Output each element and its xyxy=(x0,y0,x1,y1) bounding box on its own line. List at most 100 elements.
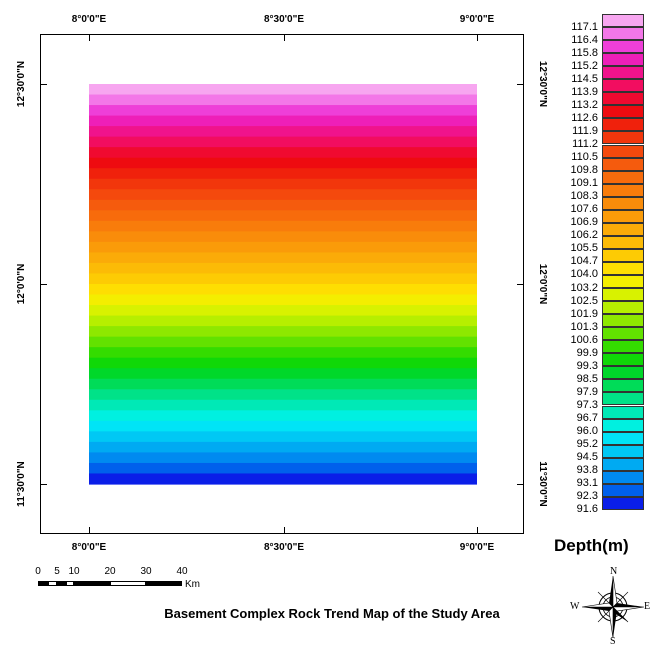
compass-rose-icon xyxy=(581,575,645,639)
scale-segment xyxy=(66,581,74,586)
legend-swatch xyxy=(602,14,644,28)
depth-band xyxy=(89,284,477,296)
legend-item: 101.3 xyxy=(562,314,644,333)
legend-label: 93.1 xyxy=(576,477,598,490)
depth-band xyxy=(89,452,477,464)
compass-north-label: N xyxy=(610,566,618,577)
legend-item: 116.4 xyxy=(562,27,644,46)
tick-left-1 xyxy=(41,84,47,85)
north-arrow: N S E W xyxy=(570,566,650,647)
legend-label: 100.6 xyxy=(570,333,598,346)
depth-band xyxy=(89,273,477,285)
legend-swatch xyxy=(602,131,644,145)
lat-label-right: 11°30'0"N xyxy=(537,461,548,507)
legend-swatch xyxy=(602,261,644,275)
legend-item: 96.7 xyxy=(562,405,644,424)
legend-label: 106.9 xyxy=(570,216,598,229)
legend-swatch xyxy=(602,196,644,210)
legend-item: 91.6 xyxy=(562,496,644,515)
legend-label: 102.5 xyxy=(570,294,598,307)
legend-swatch xyxy=(602,366,644,380)
legend-swatch xyxy=(602,275,644,289)
legend-label: 104.0 xyxy=(570,268,598,281)
legend-label: 95.2 xyxy=(576,438,598,451)
depth-band xyxy=(89,399,477,411)
legend-item: 107.6 xyxy=(562,196,644,215)
depth-band xyxy=(89,462,477,475)
legend-label: 97.3 xyxy=(576,398,598,411)
legend-swatch xyxy=(602,405,644,419)
legend-label: 99.9 xyxy=(576,346,598,359)
depth-band xyxy=(89,252,477,264)
depth-band xyxy=(89,441,477,454)
depth-band xyxy=(89,473,477,485)
depth-band xyxy=(89,378,477,390)
legend-label: 92.3 xyxy=(576,490,598,503)
legend-item: 93.8 xyxy=(562,457,644,476)
depth-band xyxy=(89,210,477,222)
depth-band xyxy=(89,115,477,127)
depth-band xyxy=(89,294,477,306)
depth-band xyxy=(89,347,477,359)
lat-label-left: 12°30'0"N xyxy=(16,60,27,108)
depth-band xyxy=(89,220,477,232)
legend-title: Depth(m) xyxy=(554,536,629,555)
legend-label: 99.3 xyxy=(576,359,598,372)
legend-swatch xyxy=(602,431,644,445)
legend-item: 104.7 xyxy=(562,248,644,267)
legend-swatch xyxy=(602,248,644,262)
depth-band xyxy=(89,157,477,169)
depth-band xyxy=(89,105,477,117)
legend-label: 115.8 xyxy=(571,46,598,59)
legend-item: 97.3 xyxy=(562,392,644,411)
legend-label: 111.2 xyxy=(572,137,598,150)
legend-item: 105.5 xyxy=(562,235,644,254)
legend-swatch xyxy=(602,457,644,471)
depth-band xyxy=(89,420,477,432)
tick-right-3 xyxy=(517,484,523,485)
scale-label: 10 xyxy=(68,566,80,577)
legend-swatch xyxy=(602,314,644,328)
scale-label: 0 xyxy=(35,566,41,577)
legend-item: 109.1 xyxy=(562,170,644,189)
legend-item: 106.9 xyxy=(562,209,644,228)
legend-swatch xyxy=(602,379,644,393)
depth-band xyxy=(89,94,477,106)
legend-label: 101.9 xyxy=(570,307,598,320)
depth-band xyxy=(89,326,477,338)
legend-swatch xyxy=(602,288,644,302)
legend-item: 111.9 xyxy=(562,118,644,137)
legend-label: 91.6 xyxy=(576,503,598,516)
legend-item: 103.2 xyxy=(562,275,644,294)
map-title: Basement Complex Rock Trend Map of the S… xyxy=(164,606,500,621)
depth-band xyxy=(89,262,477,275)
legend-swatch xyxy=(602,444,644,458)
scale-segment xyxy=(48,581,57,586)
depth-surface xyxy=(89,84,477,485)
scale-segment xyxy=(57,581,66,586)
legend-label: 104.7 xyxy=(570,255,598,268)
legend-item: 97.9 xyxy=(562,379,644,398)
legend-swatch xyxy=(602,496,644,510)
tick-bottom-3 xyxy=(477,527,478,533)
legend-swatch xyxy=(602,418,644,432)
legend-swatch xyxy=(602,392,644,406)
legend-label: 98.5 xyxy=(576,372,598,385)
depth-band xyxy=(89,147,477,159)
legend-label: 115.2 xyxy=(571,59,598,72)
tick-top-3 xyxy=(477,35,478,41)
legend-label: 112.6 xyxy=(571,111,598,124)
legend-swatch xyxy=(602,340,644,354)
legend-item: 95.2 xyxy=(562,431,644,450)
scale-segment xyxy=(110,581,146,586)
depth-band xyxy=(89,168,477,180)
scale-segment xyxy=(146,581,182,586)
legend-item: 106.2 xyxy=(562,222,644,241)
legend-swatch xyxy=(602,79,644,93)
legend-label: 107.6 xyxy=(570,203,598,216)
depth-band xyxy=(89,241,477,254)
legend-item: 93.1 xyxy=(562,470,644,489)
legend-label: 93.8 xyxy=(576,464,598,477)
scale-bar: 0 5 10 20 30 40 Km xyxy=(35,566,206,596)
legend-swatch xyxy=(602,53,644,67)
